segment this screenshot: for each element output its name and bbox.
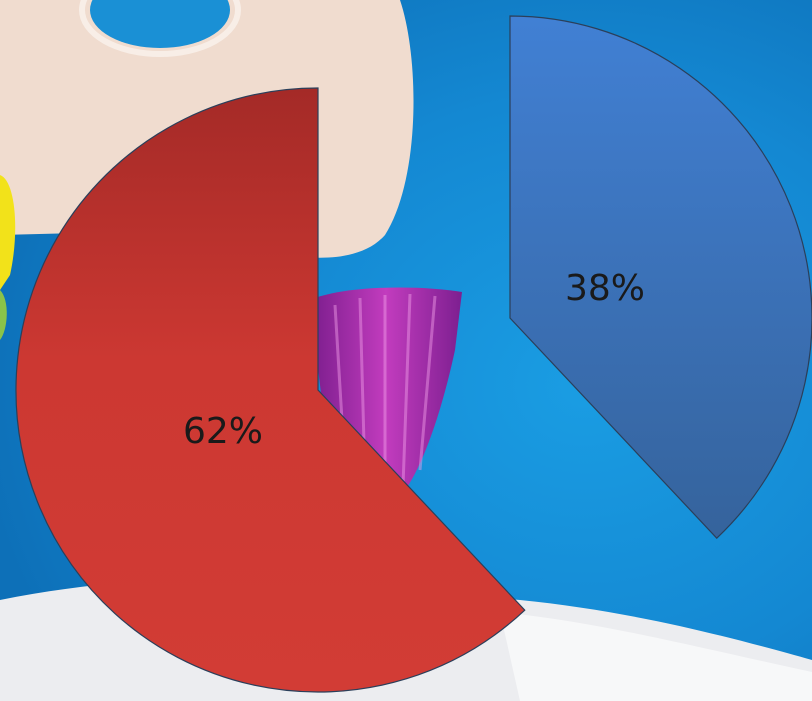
slice-data-label: 62% [183,411,263,452]
pie-slice-38pct [509,15,812,539]
slice-data-label: 38% [565,268,645,309]
pie-slice-62pct [15,87,526,693]
